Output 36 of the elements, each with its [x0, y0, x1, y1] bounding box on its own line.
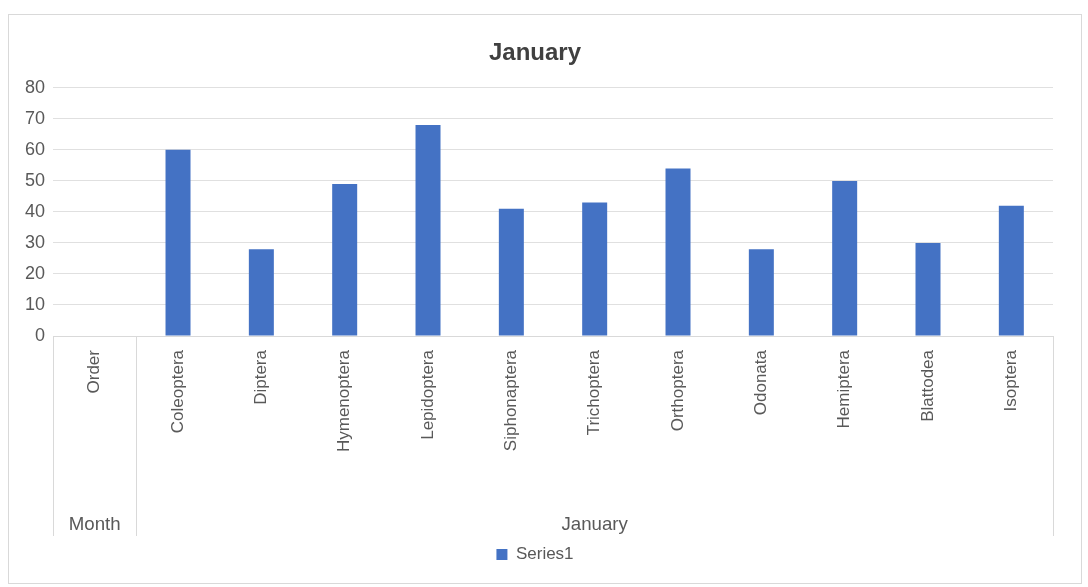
x-tick-label: Orthoptera: [667, 349, 687, 432]
x-tick-label: Hemiptera: [834, 349, 854, 429]
x-tick-label: Trichoptera: [584, 349, 604, 436]
bar: [498, 208, 524, 336]
x-tick-label: Coleoptera: [167, 349, 187, 434]
chart-title: January: [488, 38, 582, 66]
bar: [832, 180, 858, 336]
y-tick-label: 50: [24, 169, 46, 190]
y-tick-label: 30: [24, 231, 46, 252]
bar: [248, 249, 274, 336]
y-tick-label: 0: [35, 324, 46, 345]
bar: [998, 205, 1024, 336]
x-tick-label: Lepidoptera: [417, 349, 437, 440]
x-tick-label: Siphonaptera: [501, 349, 521, 452]
y-tick-label: 20: [24, 262, 46, 283]
x-tick-label: Order: [84, 349, 104, 394]
bar: [415, 125, 441, 336]
bar: [665, 168, 691, 336]
bar: [165, 149, 191, 336]
text: Month: [68, 512, 121, 534]
bar: [582, 202, 608, 336]
x-tick-label: Odonata: [751, 349, 771, 416]
y-tick-label: 40: [24, 200, 46, 221]
bar: [332, 183, 358, 336]
text: January: [561, 512, 629, 534]
y-tick-label: 70: [24, 107, 46, 128]
y-tick-label: 80: [24, 76, 46, 97]
bar: [748, 249, 774, 336]
y-tick-label: 10: [24, 293, 46, 314]
x-tick-label: Diptera: [251, 349, 271, 405]
x-tick-label: Blattodea: [917, 349, 937, 422]
y-tick-label: 60: [24, 138, 46, 159]
bar: [915, 242, 941, 336]
legend-label: Series1: [515, 544, 574, 564]
x-tick-label: Hymenoptera: [334, 349, 354, 453]
x-tick-label: Isoptera: [1001, 349, 1021, 412]
